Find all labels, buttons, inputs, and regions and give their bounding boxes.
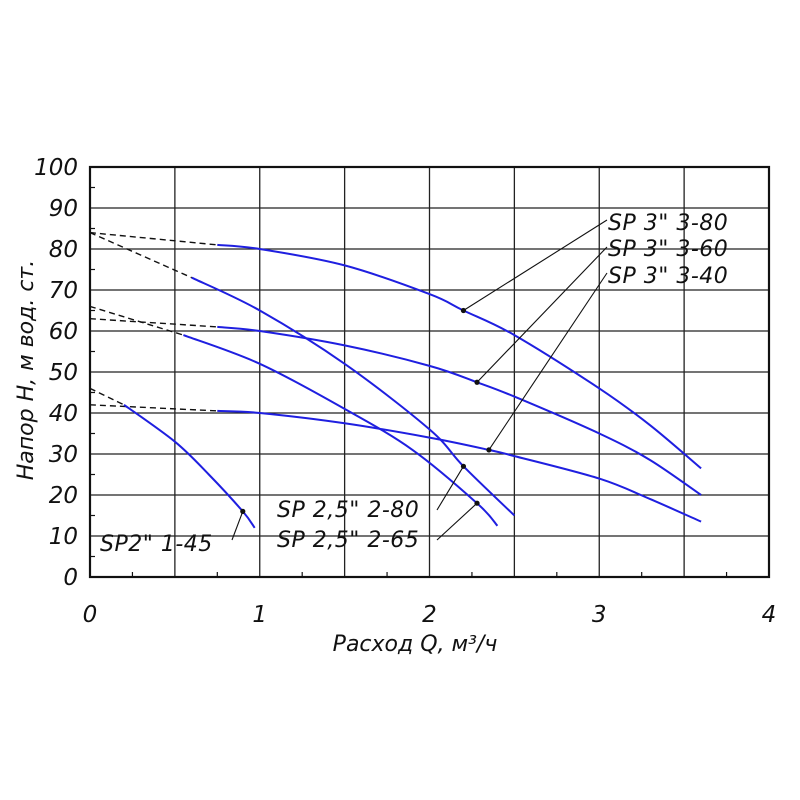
x-tick-labels: 0 1 2 3 4	[83, 602, 777, 628]
minor-ticks	[90, 186, 728, 577]
y-tick-label: 20	[49, 483, 78, 509]
y-tick-label: 10	[49, 524, 78, 550]
series-label-sp3-3-60: SP 3" 3-60	[608, 237, 728, 262]
plot-frame	[88, 165, 771, 579]
y-tick-label: 50	[49, 360, 78, 386]
series-leader-line	[476, 246, 608, 383]
y-tick-label: 0	[63, 565, 78, 591]
series-dashed-segment	[89, 318, 218, 328]
y-tick-label: 80	[49, 237, 78, 263]
y-tick-label: 30	[49, 442, 78, 468]
series-line	[191, 276, 516, 517]
x-tick-label: 0	[83, 602, 98, 628]
series-label-sp3-3-80: SP 3" 3-80	[608, 211, 728, 236]
y-tick-label: 90	[49, 196, 78, 222]
x-tick-label: 2	[422, 602, 437, 628]
series-leader-line	[463, 219, 608, 311]
series-dashed-segment	[89, 305, 184, 336]
x-tick-label: 3	[592, 602, 607, 628]
x-axis-label: Расход Q, м³/ч	[333, 632, 498, 657]
y-tick-label: 60	[49, 319, 78, 345]
y-tick-label: 40	[49, 401, 78, 427]
grid	[88, 165, 771, 579]
x-tick-label: 4	[762, 602, 777, 628]
series-leader-line	[488, 272, 608, 451]
series-dashed-segment	[89, 231, 218, 246]
y-tick-label: 100	[34, 155, 78, 181]
series-leader-line	[436, 466, 464, 511]
y-tick-label: 70	[49, 278, 78, 304]
series-label-sp2-1-45: SP2" 1-45	[100, 532, 213, 557]
label-leaders	[231, 219, 608, 541]
y-tick-labels: 0 10 20 30 40 50 60 70 80 90 100	[34, 155, 78, 591]
series-line	[123, 403, 256, 529]
series-label-sp25-2-65: SP 2,5" 2-65	[277, 528, 419, 553]
series-leader-line	[231, 511, 244, 541]
series-dashed-segment	[89, 387, 125, 406]
series-dashed-segment	[89, 404, 218, 412]
series-leader-line	[436, 502, 478, 541]
y-axis-label: Напор H, м вод. ст.	[14, 260, 39, 480]
series-line	[217, 325, 702, 496]
series-dashed-segment	[89, 231, 193, 279]
x-tick-label: 1	[252, 602, 267, 628]
series-label-sp25-2-80: SP 2,5" 2-80	[277, 498, 419, 523]
series-label-sp3-3-40: SP 3" 3-40	[608, 264, 728, 289]
